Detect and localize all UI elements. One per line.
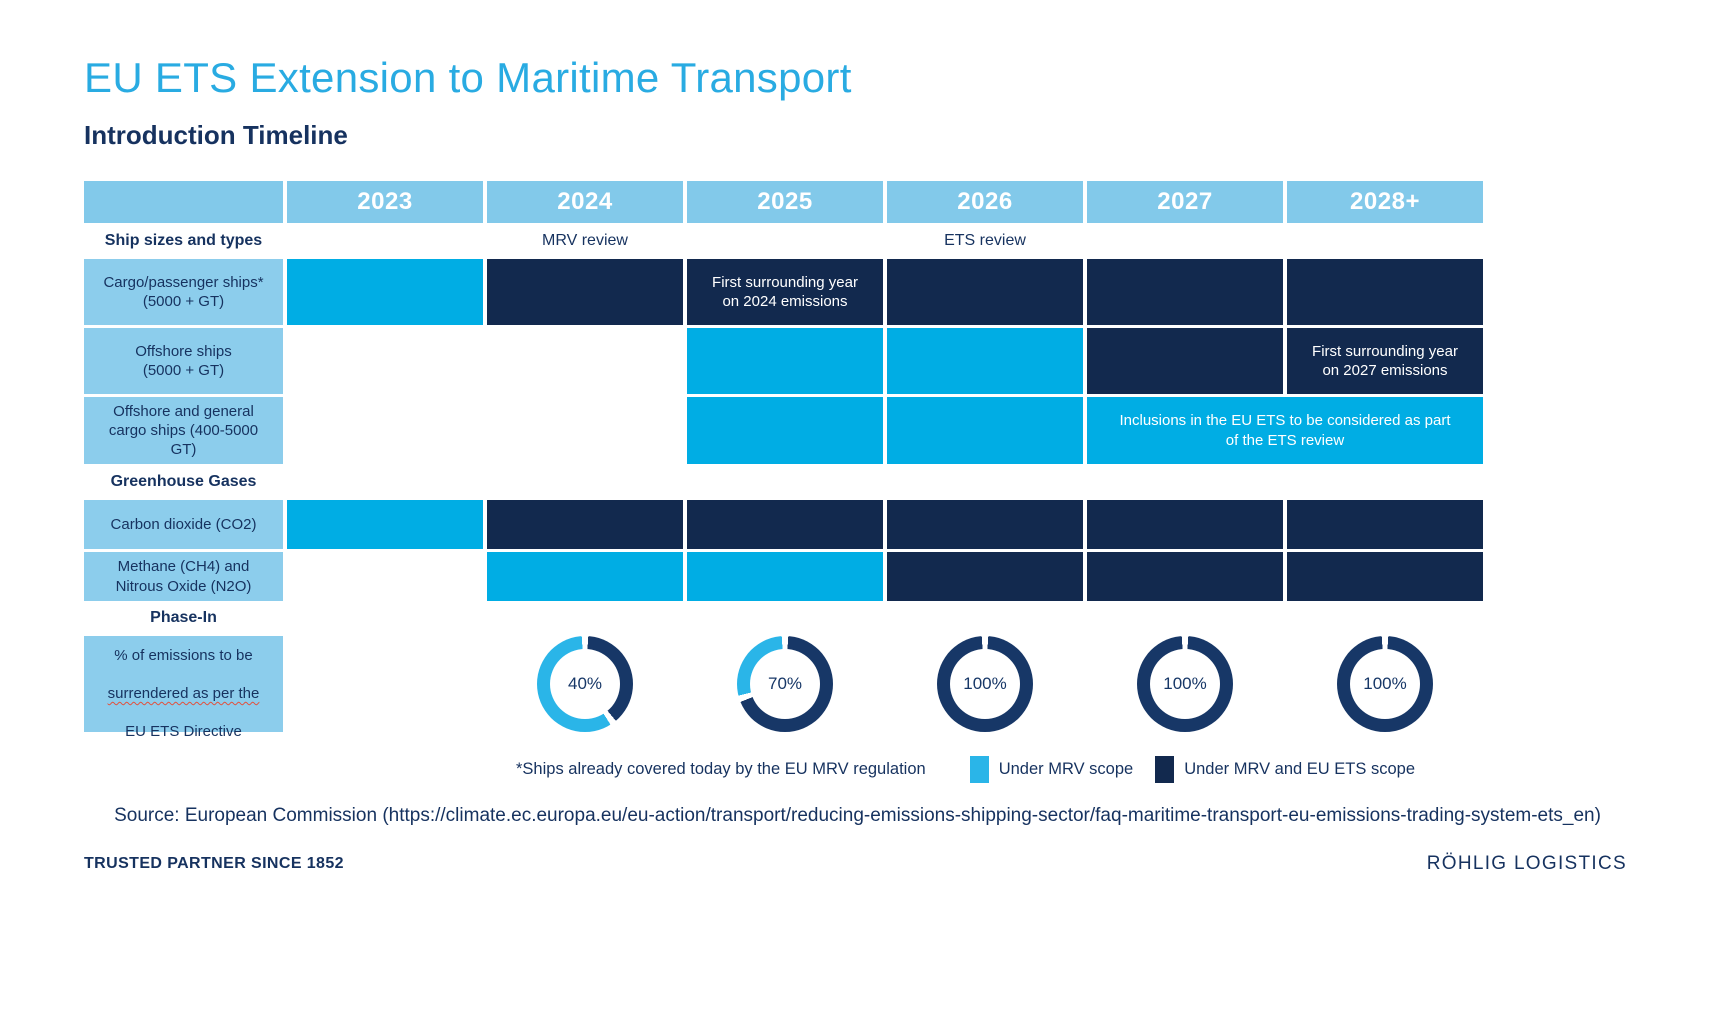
year-header-corner [84,181,283,223]
year-header-2023: 2023 [287,181,483,223]
footnote: *Ships already covered today by the EU M… [516,760,926,778]
year-header-2024: 2024 [487,181,683,223]
blank-cell [1287,226,1483,256]
source-text: Source: European Commission (https://cli… [114,805,1601,826]
scope-cell-cargo-2025-note: First surrounding year on 2024 emissions [687,259,883,325]
row-label-cargo-passenger: Cargo/passenger ships* (5000 + GT) [84,259,283,325]
scope-cell-co2-2025 [687,500,883,549]
blank-cell [287,467,1483,497]
scope-cell-cargo-2027 [1087,259,1283,325]
scope-cell-ch4-2024 [487,552,683,601]
scope-cell-co2-2028 [1287,500,1483,549]
year-header-2025: 2025 [687,181,883,223]
row-label-co2: Carbon dioxide (CO2) [84,500,283,549]
scope-cell-ch4-2023 [287,552,483,601]
scope-cell-ch4-2028 [1287,552,1483,601]
page: EU ETS Extension to Maritime Transport I… [84,54,1484,783]
blank-cell [287,604,1483,633]
scope-cell-ch4-2025 [687,552,883,601]
legend-swatch-mrv [969,756,989,783]
year-header-2028: 2028+ [1287,181,1483,223]
phase-label-line1: % of emissions to be [114,646,253,664]
donut-chart: 100% [1137,636,1233,732]
donut-chart: 100% [937,636,1033,732]
blank-cell [287,226,483,256]
donut-cell-2025: 70% [687,636,883,732]
section-label-phase-in: Phase-In [150,609,217,627]
scope-cell-offshore-general-2027-2028-note: Inclusions in the EU ETS to be considere… [1087,397,1483,464]
donut-cell-2024: 40% [487,636,683,732]
legend-row: *Ships already covered today by the EU M… [84,756,1484,783]
row-label-offshore: Offshore ships (5000 + GT) [84,328,283,394]
row-label-ch4-n2o: Methane (CH4) and Nitrous Oxide (N2O) [84,552,283,601]
donut-cell-2027: 100% [1087,636,1283,732]
footer-tagline: TRUSTED PARTNER SINCE 1852 [84,855,344,872]
year-header-2026: 2026 [887,181,1083,223]
scope-cell-offshore-2028-note: First surrounding year on 2027 emissions [1287,328,1483,394]
scope-cell-co2-2027 [1087,500,1283,549]
page-subtitle: Introduction Timeline [84,120,348,150]
scope-cell-cargo-2023 [287,259,483,325]
row-label-offshore-general: Offshore and general cargo ships (400-50… [84,397,283,464]
section-label-ship-sizes: Ship sizes and types [104,231,263,249]
donut-value-label: 100% [1363,674,1407,694]
scope-cell-offshore-general-2026 [887,397,1083,464]
page-title: EU ETS Extension to Maritime Transport [84,54,852,101]
scope-cell-offshore-2023 [287,328,483,394]
donut-chart: 70% [737,636,833,732]
scope-cell-offshore-general-2024 [487,397,683,464]
donut-chart: 40% [537,636,633,732]
blank-cell [287,636,483,732]
scope-cell-co2-2026 [887,500,1083,549]
rohlig-logistics-wordmark: RÖHLIG LOGISTICS [1426,853,1627,874]
scope-cell-cargo-2026 [887,259,1083,325]
legend-label-mrv: Under MRV scope [998,760,1134,778]
scope-cell-offshore-2026 [887,328,1083,394]
scope-cell-ch4-2026 [887,552,1083,601]
ets-review-label: ETS review [944,231,1026,249]
section-label-greenhouse-gases: Greenhouse Gases [110,472,257,490]
scope-cell-offshore-general-2025 [687,397,883,464]
phase-label-line3: EU ETS Directive [125,723,242,741]
donut-value-label: 40% [567,674,603,694]
scope-cell-co2-2024 [487,500,683,549]
scope-cell-offshore-2025 [687,328,883,394]
blank-cell [1087,226,1283,256]
scope-cell-ch4-2027 [1087,552,1283,601]
scope-cell-cargo-2028 [1287,259,1483,325]
mrv-review-label: MRV review [542,231,628,249]
scope-cell-offshore-general-2023 [287,397,483,464]
legend-swatch-ets [1155,756,1175,783]
legend-item-ets: Under MRV and EU ETS scope [1155,756,1415,783]
donut-chart: 100% [1337,636,1433,732]
donut-cell-2026: 100% [887,636,1083,732]
scope-cell-offshore-2024 [487,328,683,394]
scope-cell-co2-2023 [287,500,483,549]
timeline-table: 2023 2024 2025 2026 2027 2028+ Ship size… [84,181,1484,740]
legend-item-mrv: Under MRV scope [969,756,1134,783]
blank-cell [687,226,883,256]
phase-label-line2: surrendered as per the [107,685,260,702]
row-label-phase-in: % of emissions to be surrendered as per … [84,636,283,740]
donut-value-label: 70% [767,674,803,694]
footer: TRUSTED PARTNER SINCE 1852 RÖHLIG LOGIST… [0,853,1715,875]
legend-label-ets: Under MRV and EU ETS scope [1184,760,1416,778]
donut-cell-2028: 100% [1287,636,1483,732]
scope-cell-offshore-2027 [1087,328,1283,394]
scope-cell-cargo-2024 [487,259,683,325]
year-header-2027: 2027 [1087,181,1283,223]
donut-value-label: 100% [1163,674,1207,694]
donut-value-label: 100% [963,674,1007,694]
